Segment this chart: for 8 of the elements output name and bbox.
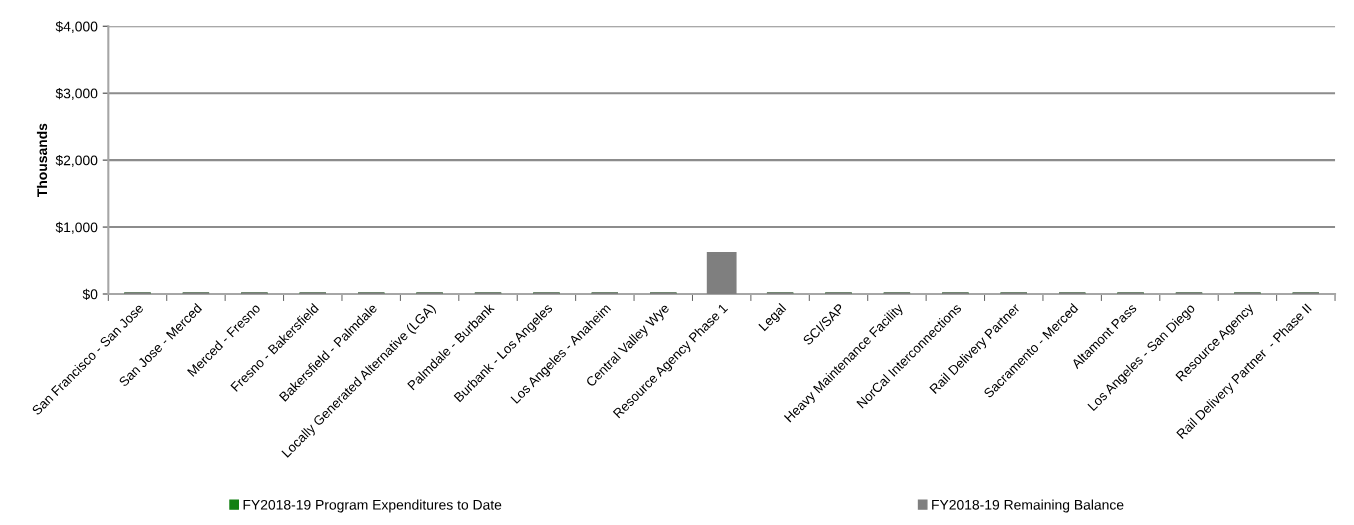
y-tick-label: $3,000 — [55, 87, 98, 100]
legend-label: FY2018-19 Program Expenditures to Date — [243, 499, 502, 513]
y-tick-label: $2,000 — [55, 154, 98, 167]
legend-label: FY2018-19 Remaining Balance — [932, 499, 1124, 513]
y-tick-label: $0 — [82, 288, 98, 300]
y-axis-title: Thousands — [36, 123, 48, 197]
y-tick-label: $1,000 — [55, 221, 98, 234]
y-tick-label: $4,000 — [55, 21, 98, 34]
